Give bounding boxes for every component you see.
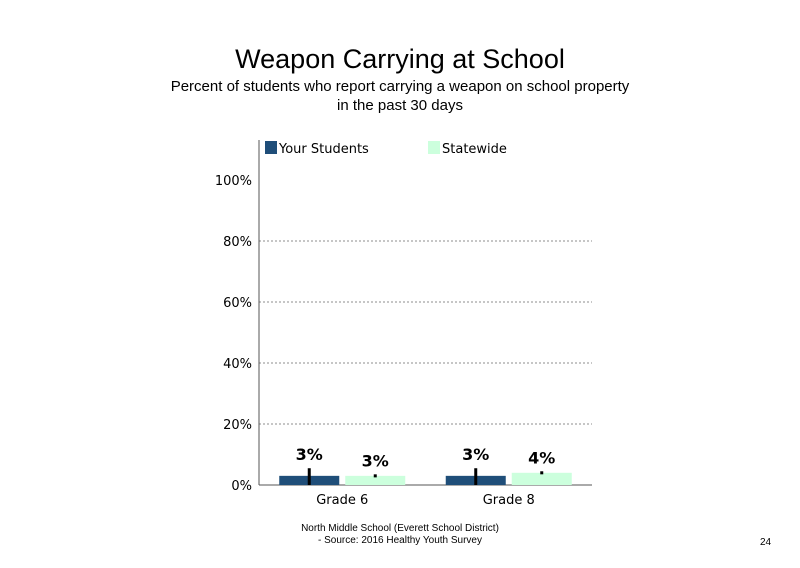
footer-line-2: - Source: 2016 Healthy Youth Survey [318, 535, 482, 546]
subtitle-line-1: Percent of students who report carrying … [170, 78, 630, 95]
data-label: 3% [296, 445, 323, 464]
page-number: 24 [760, 537, 772, 548]
y-tick-label: 100% [215, 174, 252, 189]
x-tick-label: Grade 8 [483, 493, 535, 508]
source-footer: North Middle School (Everett School Dist… [280, 523, 520, 547]
legend-swatch [265, 141, 277, 154]
x-tick-label: Grade 6 [316, 493, 368, 508]
y-tick-label: 60% [223, 296, 252, 311]
bar [345, 475, 406, 485]
y-tick-label: 40% [223, 357, 252, 372]
subtitle-line-2: in the past 30 days [337, 97, 463, 114]
legend-swatch [428, 141, 440, 154]
y-tick-label: 0% [231, 479, 252, 494]
chart-title: Weapon Carrying at School [235, 44, 565, 74]
y-tick-label: 80% [223, 235, 252, 250]
y-tick-label: 20% [223, 418, 252, 433]
data-label: 3% [462, 445, 489, 464]
legend-label: Statewide [442, 142, 507, 157]
data-label: 3% [362, 451, 389, 470]
chart-subtitle: Percent of students who report carrying … [170, 77, 630, 115]
footer-line-1: North Middle School (Everett School Dist… [301, 523, 499, 534]
data-label: 4% [528, 448, 555, 467]
legend-label: Your Students [278, 142, 369, 157]
bar [511, 472, 572, 485]
